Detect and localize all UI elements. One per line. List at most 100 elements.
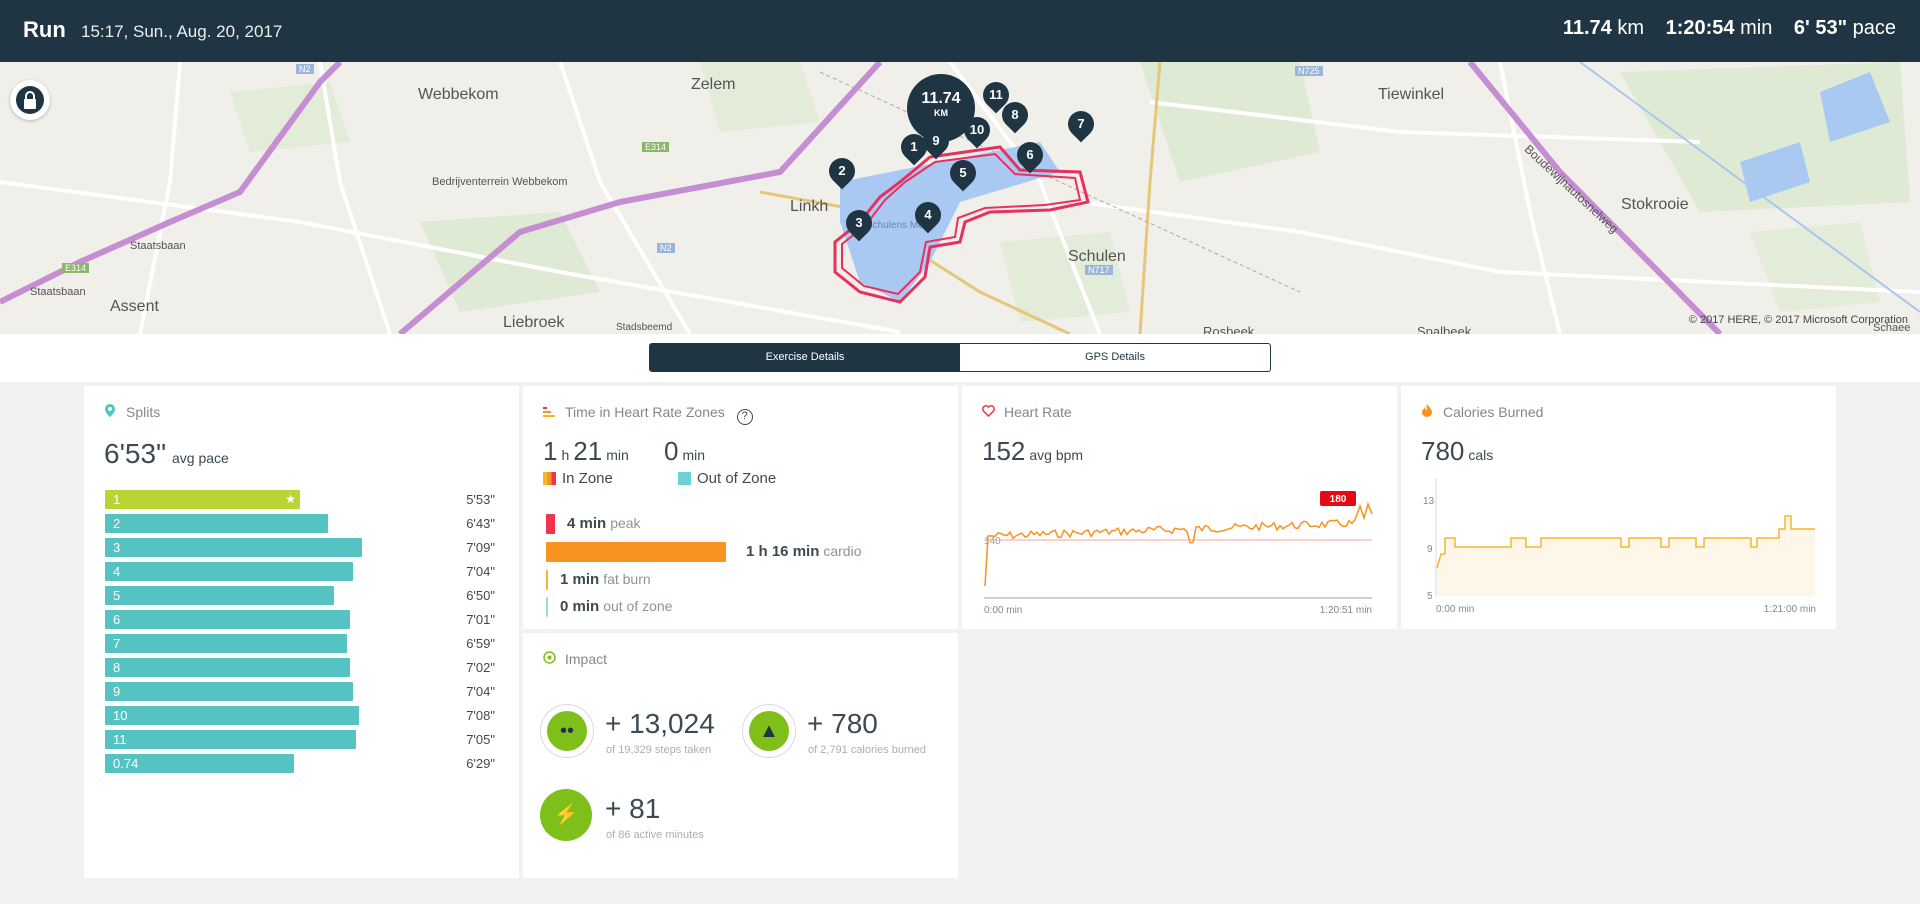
zone-label: peak xyxy=(610,514,641,531)
split-bar: 0.74 xyxy=(105,754,294,773)
out-zone-minutes: 0 xyxy=(663,436,679,466)
place-label: Spalbeek xyxy=(1417,324,1472,334)
out-zone-swatch xyxy=(678,472,691,485)
place-label: Tiewinkel xyxy=(1378,86,1445,103)
road-badge: N717 xyxy=(1085,265,1113,275)
split-time: 5'53" xyxy=(466,492,495,507)
splits-title-text: Splits xyxy=(126,404,161,420)
place-label: Assent xyxy=(110,298,159,315)
km-marker[interactable]: 8 xyxy=(996,96,1034,134)
route-map[interactable]: Webbekom Zelem Tiewinkel Bedrijventerrei… xyxy=(0,62,1920,334)
place-label: Schaee xyxy=(1873,322,1911,334)
top-bar: Run 15:17, Sun., Aug. 20, 2017 11.74 km … xyxy=(0,0,1920,62)
split-time: 7'02" xyxy=(466,660,495,675)
lock-button[interactable] xyxy=(10,80,50,120)
out-zone-legend: Out of Zone xyxy=(678,470,776,487)
heart-rate-title-text: Heart Rate xyxy=(1004,404,1072,420)
flame-icon xyxy=(1421,404,1433,420)
avg-pace-label: avg pace xyxy=(172,450,229,466)
splits-card: Splits 6'53" avg pace 1 ★ 5'53" 2 6'43" 3 7'09"… xyxy=(84,386,519,878)
split-time: 7'01" xyxy=(466,612,495,627)
split-bar: 5 xyxy=(105,586,334,605)
question-circle-icon[interactable]: ? xyxy=(736,409,753,425)
km-marker[interactable]: 7 xyxy=(1062,105,1100,143)
x-axis-start: 0:00 min xyxy=(1436,604,1474,615)
road-badge: N2 xyxy=(296,64,314,74)
road-badge: N2 xyxy=(657,243,675,253)
split-row: 3 7'09" xyxy=(105,538,495,557)
split-row: 11 7'05" xyxy=(105,730,495,749)
zone-value: 1 min xyxy=(560,570,600,588)
activity-summary: 11.74 km 1:20:54 min 6' 53" pace xyxy=(1563,17,1896,40)
split-row: 10 7'08" xyxy=(105,706,495,725)
km-marker[interactable]: 3 xyxy=(840,204,878,242)
split-label: 0.74 xyxy=(113,756,139,771)
split-time: 6'59" xyxy=(466,636,495,651)
avg-heart-rate-value: 152 xyxy=(982,436,1026,466)
split-bar: 11 xyxy=(105,730,356,749)
total-calories: 780 cals xyxy=(1421,436,1493,467)
place-label: Bedrijventerrein Webbekom xyxy=(432,176,568,188)
road-badge: E314 xyxy=(642,142,670,152)
split-label: 3 xyxy=(113,540,121,555)
peak-badge-label: 180 xyxy=(1330,494,1347,505)
split-label: 8 xyxy=(113,660,121,675)
in-zone-minutes-unit: min xyxy=(606,447,629,463)
calories-line xyxy=(1436,515,1815,569)
split-row: 0.74 6'29" xyxy=(105,754,495,773)
y-tick-9: 9 xyxy=(1427,544,1433,555)
split-bar: 6 xyxy=(105,610,350,629)
split-label: 5 xyxy=(113,588,121,603)
in-zone-hours-unit: h xyxy=(561,447,570,463)
in-zone-legend: In Zone xyxy=(543,470,613,487)
pace-unit: pace xyxy=(1852,17,1896,39)
km-marker[interactable]: 6 xyxy=(1011,136,1049,174)
x-axis-end: 1:20:51 min xyxy=(1320,605,1372,616)
calories-title-text: Calories Burned xyxy=(1443,404,1544,420)
zone-row: 0 min out of zone xyxy=(546,597,672,617)
split-row: 1 ★ 5'53" xyxy=(105,490,495,509)
split-time: 7'09" xyxy=(466,540,495,555)
y-tick-13: 13 xyxy=(1423,496,1435,507)
km-marker[interactable]: 10 xyxy=(958,111,996,149)
zone-value: 4 min xyxy=(567,514,607,532)
total-distance-marker-unit: KM xyxy=(934,108,948,118)
km-marker[interactable]: 5 xyxy=(944,154,982,192)
tab-gps-details[interactable]: GPS Details xyxy=(1085,351,1145,363)
map-credit: © 2017 HERE, © 2017 Microsoft Corporatio… xyxy=(1688,314,1908,326)
km-marker[interactable]: 4 xyxy=(909,196,947,234)
total-calories-value: 780 xyxy=(1421,436,1465,466)
lake-label: Schulens Meer xyxy=(866,220,933,231)
in-zone-label: In Zone xyxy=(562,470,613,487)
flame-icon: ▲ xyxy=(749,711,789,751)
split-time: 7'08" xyxy=(466,708,495,723)
calories-area xyxy=(1437,516,1815,596)
zones-title: Time in Heart Rate Zones ? xyxy=(543,404,753,425)
peak-badge xyxy=(1320,491,1356,506)
place-label: Zelem xyxy=(691,76,736,93)
zone-bar xyxy=(546,542,726,562)
zone-row: 1 h 16 min cardio xyxy=(546,542,862,562)
y-tick-5: 5 xyxy=(1427,591,1433,602)
total-distance-marker-value: 11.74 xyxy=(921,90,961,107)
km-marker[interactable]: 2 xyxy=(823,152,861,190)
steps-impact-value: + 13,024 xyxy=(605,708,715,739)
split-bar: 3 xyxy=(105,538,362,557)
split-bar: 8 xyxy=(105,658,350,677)
split-label: 4 xyxy=(113,564,121,579)
heart-rate-chart: 140 180 0:00 min 1:20:51 min xyxy=(984,491,1373,616)
split-label: 11 xyxy=(113,732,127,747)
km-marker[interactable]: 11 xyxy=(977,76,1015,114)
place-label: Webbekom xyxy=(418,86,499,103)
place-label: Linkh xyxy=(790,198,829,215)
km-marker[interactable]: 9 xyxy=(917,122,955,160)
split-bar: 10 xyxy=(105,706,359,725)
zone-label: cardio xyxy=(823,542,862,559)
steps-icon-circle: •• xyxy=(540,704,594,758)
km-marker[interactable]: 1 xyxy=(895,128,933,166)
split-bar: 4 xyxy=(105,562,353,581)
tab-exercise-details[interactable]: Exercise Details xyxy=(650,344,960,371)
place-label: Rosbeek xyxy=(1203,324,1255,334)
calories-icon-circle: ▲ xyxy=(742,704,796,758)
calories-impact-value: + 780 xyxy=(807,708,878,739)
